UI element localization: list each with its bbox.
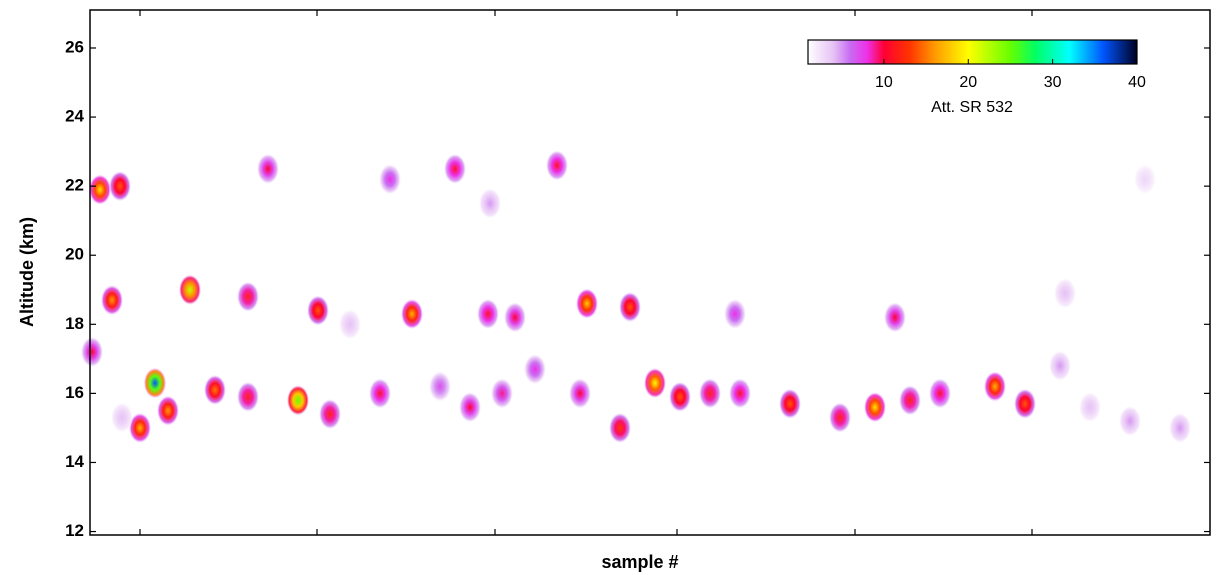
heatmap-cell [724,298,746,329]
heatmap-cell [89,174,111,205]
heatmap-cell [339,309,361,340]
y-tick-label: 26 [65,37,84,56]
y-tick-label: 16 [65,383,84,402]
heatmap-cell [109,171,131,202]
colorbar [807,39,1138,65]
colorbar-tick-label: 30 [1044,74,1062,91]
heatmap-cell [619,292,641,323]
heatmap-cell [237,281,259,312]
heatmap-cell [257,153,279,184]
y-tick-label: 14 [65,452,84,471]
heatmap-cell [81,336,103,367]
heatmap-cell [491,378,513,409]
heatmap-cell [1049,350,1071,381]
y-tick-label: 24 [65,107,84,126]
y-tick-label: 20 [65,245,84,264]
heatmap-cell [524,354,546,385]
heatmap-cell [1134,164,1156,195]
colorbar-tick-label: 10 [875,74,893,91]
heatmap-cell [129,412,151,443]
heatmap-cell [157,395,179,426]
heatmap-cell [101,285,123,316]
heatmap [81,150,1191,443]
heatmap-cell [669,381,691,412]
heatmap-cell [444,153,466,184]
y-tick-label: 22 [65,176,84,195]
heatmap-cell [1079,392,1101,423]
plot-frame [89,9,1211,536]
heatmap-cell [864,392,886,423]
heatmap-cell [237,381,259,412]
heatmap-cell [699,378,721,409]
heatmap-cell [401,298,423,329]
heatmap-cell [379,164,401,195]
heatmap-cell [884,302,906,333]
heatmap-cell [546,150,568,181]
heatmap-cell [729,378,751,409]
y-axis-label: Altitude (km) [17,217,37,327]
heatmap-cell [569,378,591,409]
heatmap-cell [204,374,226,405]
heatmap-cell [307,295,329,326]
heatmap-cell [929,378,951,409]
heatmap-cell [369,378,391,409]
heatmap-cell [429,371,451,402]
y-tick-label: 18 [65,314,84,333]
heatmap-cell [319,399,341,430]
heatmap-cell [1054,278,1076,309]
colorbar-tick-label: 40 [1128,74,1146,91]
heatmap-cell [479,188,501,219]
heatmap-cell [829,402,851,433]
colorbar-label: Att. SR 532 [931,99,1013,116]
colorbar-tick-label: 20 [959,74,977,91]
heatmap-cell [899,385,921,416]
y-tick-label: 12 [65,521,84,540]
x-axis-label: sample # [601,552,678,572]
heatmap-cell [1169,412,1191,443]
heatmap-cell [1014,388,1036,419]
heatmap-cell [644,368,666,399]
heatmap-cell [144,368,166,399]
heatmap-cell [179,274,201,305]
heatmap-cell [477,298,499,329]
heatmap-cell [459,392,481,423]
heatmap-cell [504,302,526,333]
heatmap-cell [984,371,1006,402]
heatmap-cell [609,412,631,443]
heatmap-cell [1119,406,1141,437]
heatmap-cell [576,288,598,319]
heatmap-cell [111,402,133,433]
heatmap-cell [287,385,309,416]
heatmap-cell [779,388,801,419]
